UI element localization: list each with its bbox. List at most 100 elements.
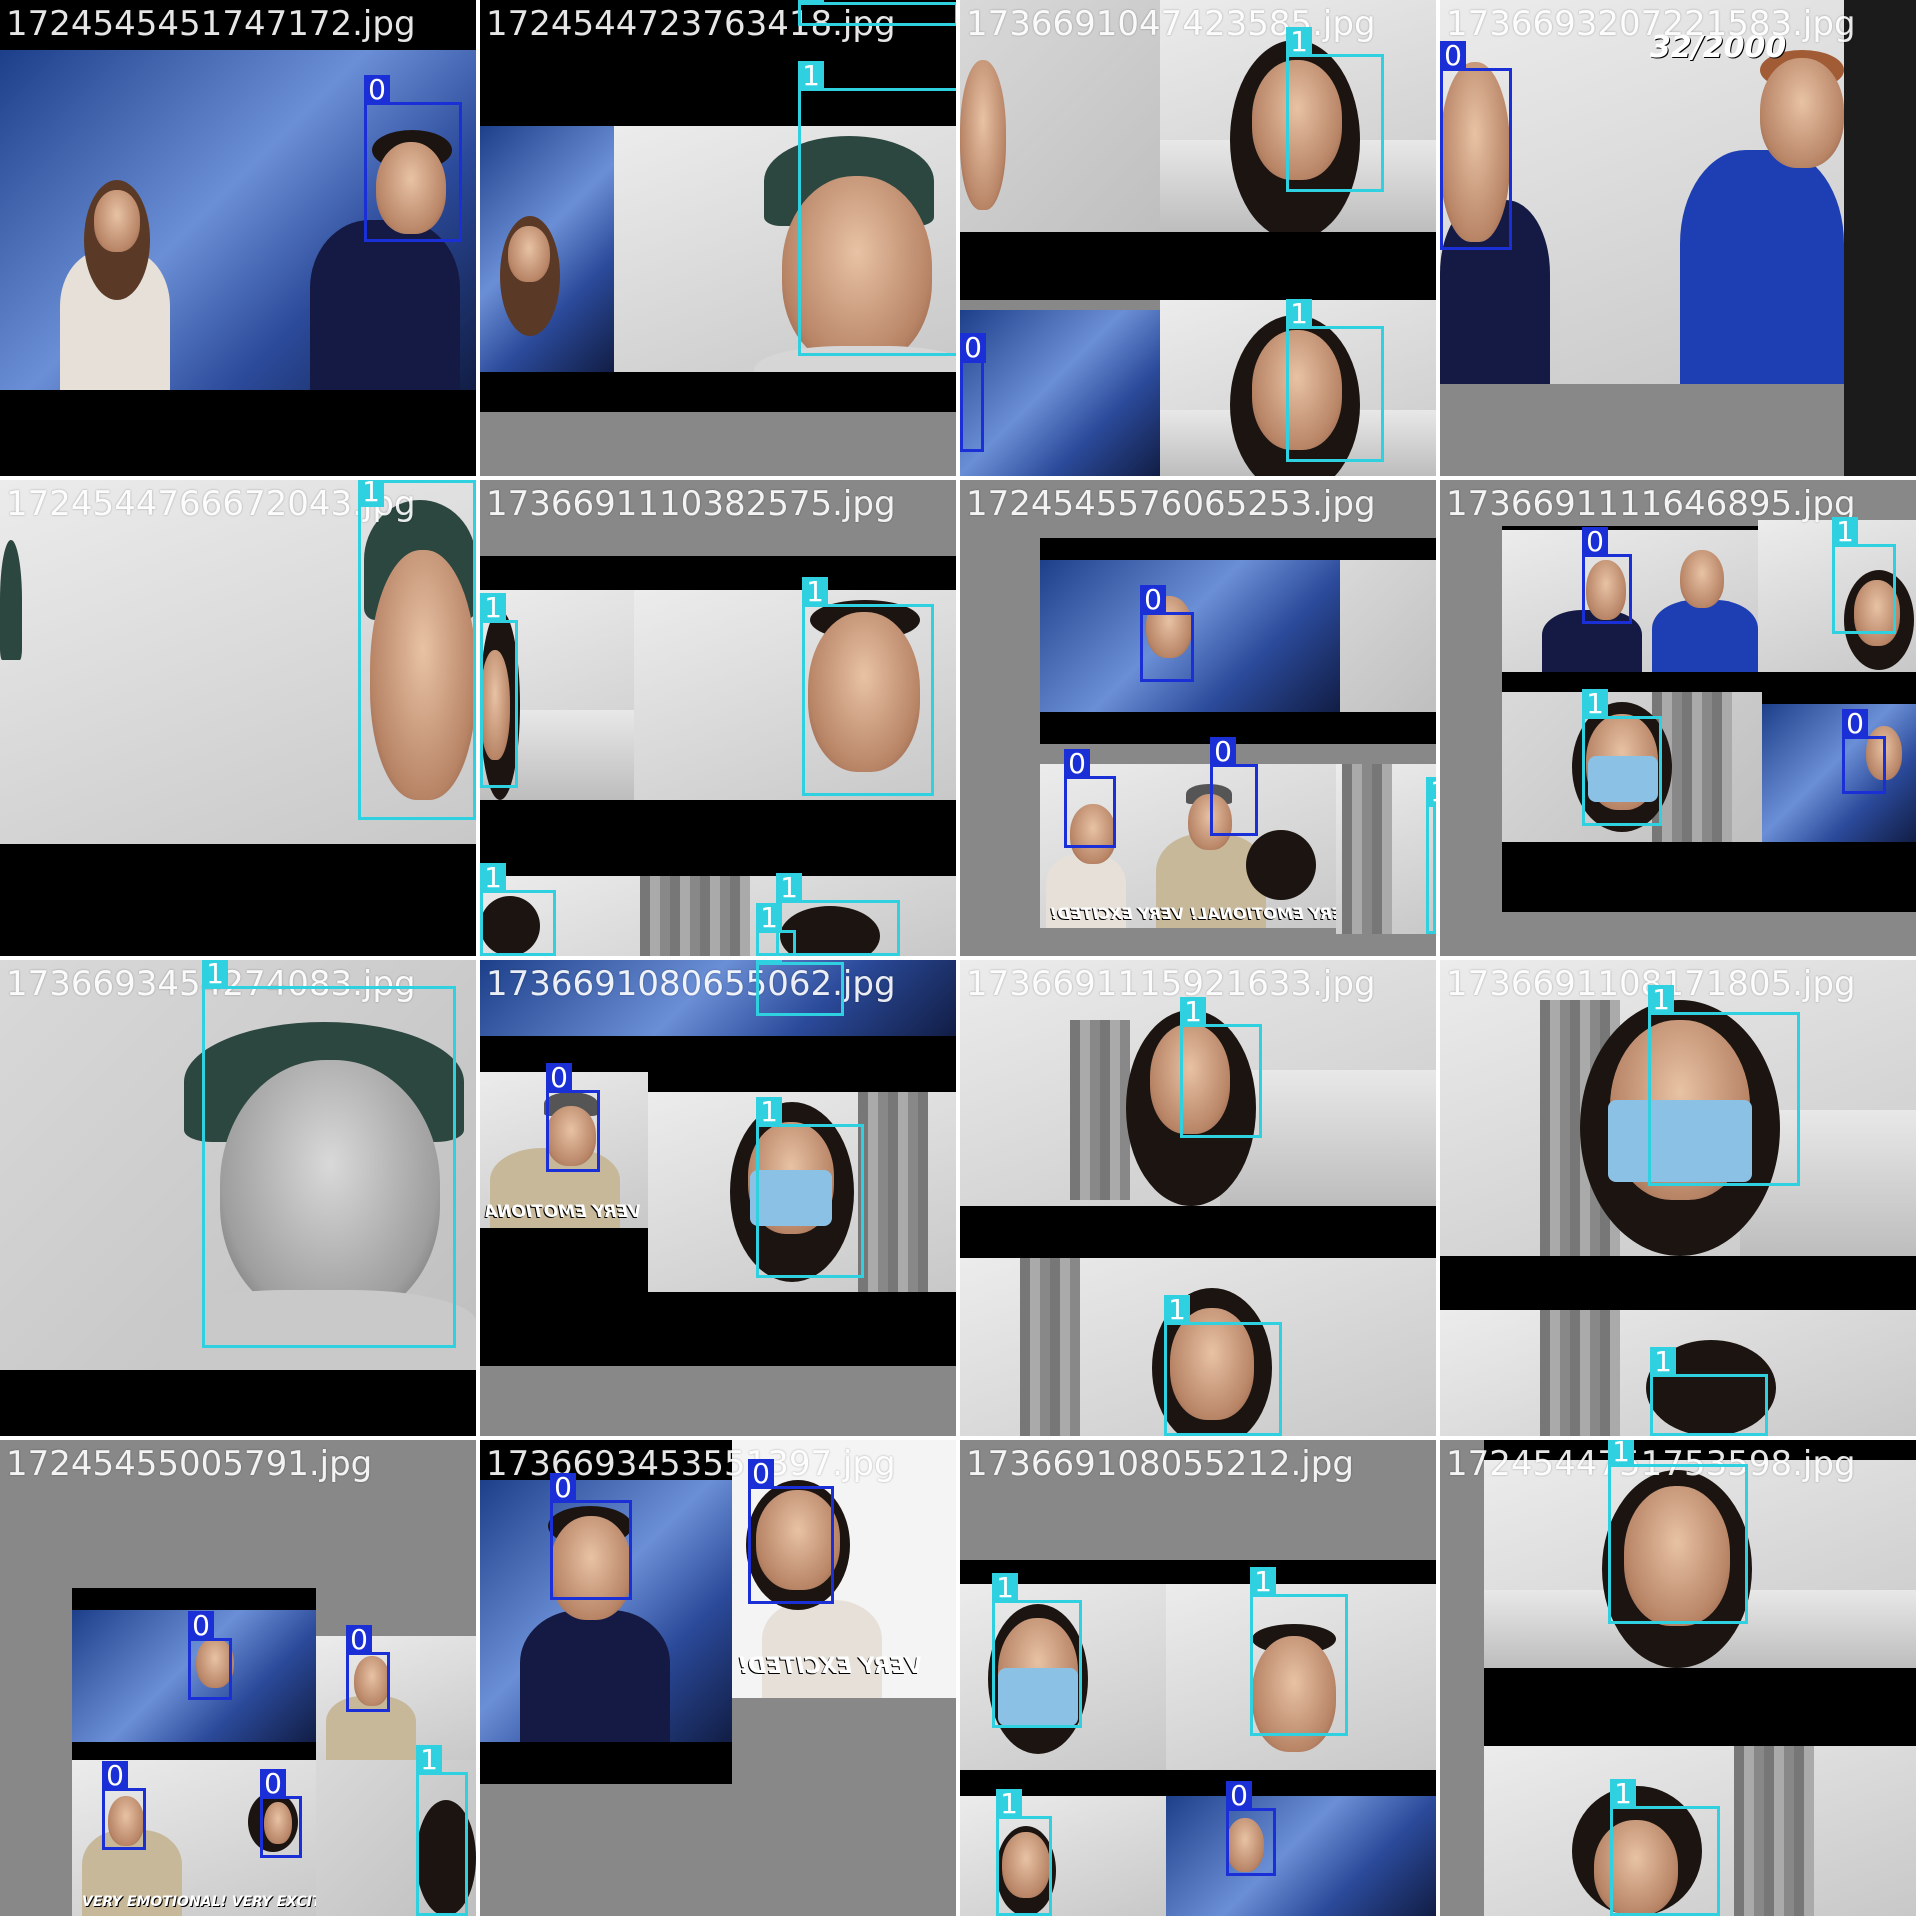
class-label: 1	[480, 863, 506, 893]
mosaic-tile: 1736691111646895.jpg 0 1 1 0	[1440, 480, 1916, 956]
class-label: 0	[960, 333, 986, 363]
class-label: 0	[102, 1761, 128, 1791]
class-label: 1	[1180, 997, 1206, 1027]
tile-image	[0, 480, 476, 844]
tile-image	[480, 960, 956, 1036]
filename-label: 173669108055212.jpg	[966, 1444, 1354, 1484]
mosaic-tile: VERY EMOTIONAL! VERY EXCITED! 1724545576…	[960, 480, 1436, 956]
detection-box: 1	[992, 1573, 1082, 1728]
detection-box: 0	[364, 75, 462, 242]
tile-image	[614, 126, 956, 372]
class-label: 1	[416, 1745, 442, 1775]
tile-image	[1336, 764, 1436, 934]
class-label: 0	[1140, 585, 1166, 615]
detection-box: 0	[1842, 709, 1886, 794]
tile-image	[480, 126, 614, 372]
class-label: 1	[798, 0, 824, 5]
tile-image	[634, 590, 956, 800]
mosaic-tile: VERY EMOTIONA 1736691080655062.jpg 1 0 1	[480, 960, 956, 1436]
class-label: 1	[1286, 299, 1312, 329]
class-label: 1	[992, 1573, 1018, 1603]
detection-box: 0	[550, 1473, 632, 1600]
tile-image	[480, 1480, 732, 1742]
class-label: 0	[546, 1063, 572, 1093]
class-label: 0	[1440, 41, 1466, 71]
class-label: 1	[1608, 1440, 1634, 1467]
detection-box: 0	[748, 1459, 834, 1604]
filename-label: 1736691111646895.jpg	[1446, 484, 1856, 524]
tile-image	[0, 50, 476, 390]
detection-box: 1	[996, 1789, 1052, 1916]
class-label: 1	[756, 903, 782, 933]
class-label: 1	[776, 873, 802, 903]
tile-image	[316, 1760, 476, 1916]
tile-image	[316, 1636, 476, 1760]
class-label: 1	[1582, 689, 1608, 719]
class-label: 0	[188, 1611, 214, 1641]
class-label: 1	[358, 480, 384, 507]
class-label: 1	[802, 577, 828, 607]
filename-label: 1736691047423585.jpg	[966, 4, 1376, 44]
detection-box: 0	[1582, 527, 1632, 624]
class-label: 0	[1210, 737, 1236, 767]
detection-box: 1	[798, 0, 956, 26]
detection-box: 1	[1250, 1567, 1348, 1736]
detection-box: 0	[1210, 737, 1258, 836]
class-label: 0	[346, 1625, 372, 1655]
class-label: 0	[260, 1769, 286, 1799]
overlay-text: VERY EMOTIONAL! VERY EXCITED!	[1050, 904, 1336, 923]
class-label: 1	[996, 1789, 1022, 1819]
detection-box: 0	[188, 1611, 232, 1700]
overlay-text: VERY EMOTIONAL! VERY EXCITED!	[82, 1894, 316, 1910]
filename-label: 1736693453551397.jpg	[486, 1444, 896, 1484]
detection-box: 0	[102, 1761, 146, 1850]
tile-image	[1166, 1584, 1436, 1770]
mosaic-tile: 1736691115921633.jpg 1 1	[960, 960, 1436, 1436]
mosaic-tile: 1724544766672043.jpg 1	[0, 480, 476, 956]
mosaic-tile: VERY EXCITED! 1736693453551397.jpg 0 0	[480, 1440, 956, 1916]
detection-box: 1	[1610, 1779, 1720, 1916]
detection-box: 1	[1286, 27, 1384, 192]
overlay-text: 32/2000	[1650, 30, 1787, 65]
mosaic-tile: 1724545451747172.jpg 0	[0, 0, 476, 476]
filename-label: 1736691115921633.jpg	[966, 964, 1376, 1004]
detection-box: 0	[346, 1625, 390, 1712]
class-label: 0	[1064, 749, 1090, 779]
detection-box: 1	[202, 960, 456, 1348]
detection-box: 1	[802, 577, 934, 796]
detection-box: 1	[1180, 997, 1262, 1138]
tile-image	[1440, 1310, 1916, 1436]
detection-box: 0	[1140, 585, 1194, 682]
tile-image	[1160, 300, 1436, 476]
class-label: 1	[202, 960, 228, 989]
detection-box: 1	[1286, 299, 1384, 462]
class-label: 0	[748, 1459, 774, 1489]
class-label: 1	[1610, 1779, 1636, 1809]
detection-box: 0	[1440, 41, 1512, 250]
detection-box: 0	[260, 1769, 302, 1858]
class-label: 1	[480, 593, 506, 623]
filename-label: 1736693207221583.jpg	[1446, 4, 1856, 44]
filename-label: 1724544766672043.jpg	[6, 484, 416, 524]
tile-image	[1166, 1796, 1436, 1916]
tile-image	[1844, 0, 1916, 476]
tile-image	[960, 1796, 1166, 1916]
mosaic-tile: 1724544751753598.jpg 1 1	[1440, 1440, 1916, 1916]
mosaic-tile: 1724544723763418.jpg 1 1	[480, 0, 956, 476]
detection-box: 1	[1426, 777, 1436, 934]
detection-box: 0	[960, 333, 986, 452]
class-label: 1	[798, 61, 824, 91]
overlay-text: VERY EMOTIONA	[484, 1202, 642, 1222]
tile-image	[960, 310, 1160, 476]
class-label: 1	[1650, 1347, 1676, 1377]
class-label: 1	[1832, 517, 1858, 547]
class-label: 1	[756, 960, 782, 965]
detection-box: 1	[358, 480, 476, 820]
class-label: 1	[1426, 777, 1436, 807]
mosaic-tile: 32/2000 1736693207221583.jpg 0	[1440, 0, 1916, 476]
filename-label: 1724545451747172.jpg	[6, 4, 416, 44]
tile-image	[960, 0, 1160, 232]
detection-box: 0	[1226, 1781, 1276, 1876]
detection-box: 1	[1832, 517, 1896, 634]
